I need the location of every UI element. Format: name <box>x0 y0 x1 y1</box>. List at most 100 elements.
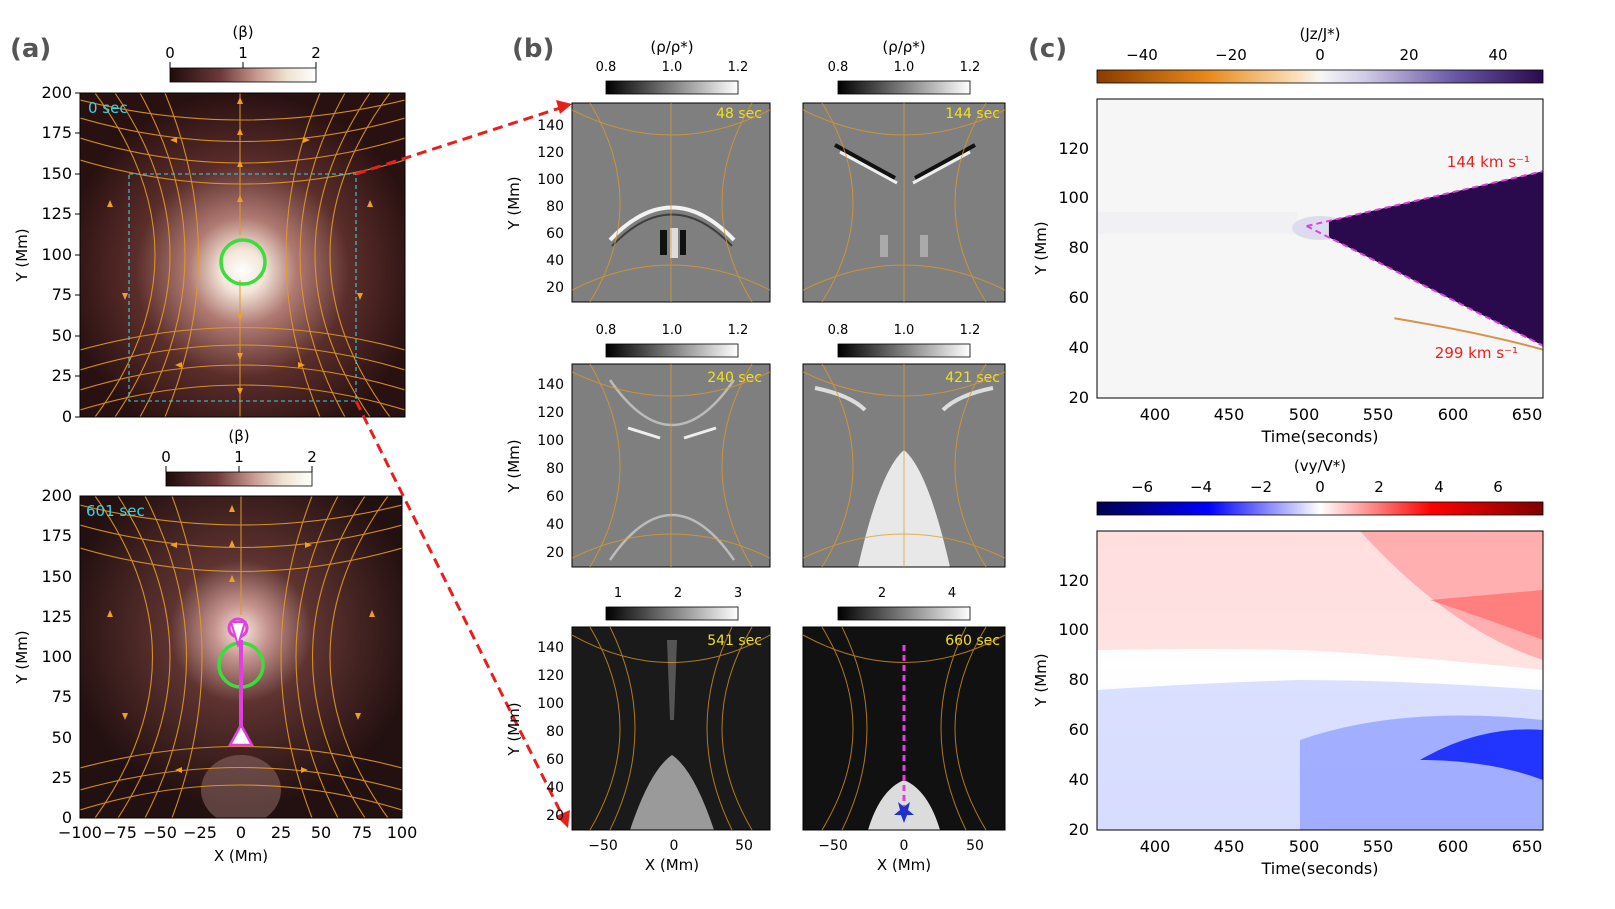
y-tick: 50 <box>52 326 72 345</box>
x-axis-label: X (Mm) <box>645 856 699 874</box>
x-tick: 50 <box>311 823 331 842</box>
beta-colorbar <box>169 67 317 83</box>
time-label: 144 sec <box>945 106 1000 122</box>
x-tick: 600 <box>1438 837 1469 856</box>
jz-colorbar-label: (Jz/J*) <box>1300 25 1341 43</box>
cbar-tick: 1.2 <box>728 323 749 338</box>
x-tick: 25 <box>271 823 291 842</box>
x-tick: 600 <box>1438 405 1469 424</box>
y-tick: 0 <box>62 808 72 827</box>
panel-a-top: (β) 0 1 2 0 sec <box>13 23 406 426</box>
field-lines <box>572 103 1005 830</box>
cbar-tick: 0.8 <box>828 60 849 75</box>
cbar-tick: 1.0 <box>662 323 683 338</box>
vy-colorbar-label: (vy/V*) <box>1294 457 1346 475</box>
x-tick: 75 <box>352 823 372 842</box>
cbar-tick: 0 <box>1315 46 1325 64</box>
y-tick: 100 <box>1058 188 1089 207</box>
x-tick: −50 <box>588 838 618 854</box>
cbar-tick: 1 <box>614 586 622 601</box>
speed-annotation-lower: 299 km s⁻¹ <box>1435 344 1518 362</box>
cbar-tick: 4 <box>1434 478 1444 496</box>
panel-label-a: (a) <box>10 34 51 64</box>
y-tick: 100 <box>1058 620 1089 639</box>
cbar-tick: −2 <box>1250 478 1272 496</box>
time-label: 0 sec <box>88 99 128 117</box>
panel-c-top: (Jz/J*) −40 −20 0 20 40 144 km s⁻¹ 299 k… <box>1032 25 1544 446</box>
panel-label-c: (c) <box>1028 34 1067 64</box>
x-axis-label: X (Mm) <box>214 847 268 865</box>
beta-cbar-tick: 2 <box>311 44 321 62</box>
x-axis-label: X (Mm) <box>877 856 931 874</box>
beta-cbar-tick: 0 <box>165 44 175 62</box>
y-tick: 40 <box>546 517 564 533</box>
perturbation-circle <box>219 238 267 286</box>
x-tick: −50 <box>818 838 848 854</box>
y-tick: 0 <box>62 407 72 426</box>
field-arrows <box>107 97 373 395</box>
zoom-arrows <box>354 100 572 828</box>
density-cbar-label: (ρ/ρ*) <box>882 38 925 56</box>
cbar-tick: 1.2 <box>728 60 749 75</box>
cbar-tick: 3 <box>734 586 742 601</box>
x-tick: −75 <box>103 823 137 842</box>
cbar-tick: 1.0 <box>894 60 915 75</box>
x-tick: 500 <box>1289 405 1320 424</box>
cbar-tick: 1.2 <box>960 323 981 338</box>
y-tick: 100 <box>41 245 72 264</box>
zoom-box <box>128 173 357 402</box>
cbar-tick: 2 <box>878 586 886 601</box>
y-tick: 40 <box>1069 338 1089 357</box>
x-tick: 650 <box>1512 837 1543 856</box>
y-axis-label: Y (Mm) <box>505 439 523 493</box>
x-tick: 50 <box>966 838 984 854</box>
cbar-tick: 4 <box>948 586 956 601</box>
y-tick: 150 <box>41 567 72 586</box>
beta-colorbar <box>165 471 313 487</box>
cbar-tick: 40 <box>1488 46 1507 64</box>
y-tick: 20 <box>546 280 564 296</box>
y-tick: 175 <box>41 526 72 545</box>
x-tick: 450 <box>1214 405 1245 424</box>
y-tick: 40 <box>1069 770 1089 789</box>
cbar-tick: 6 <box>1493 478 1503 496</box>
x-tick: 0 <box>670 838 679 854</box>
y-tick: 120 <box>1058 571 1089 590</box>
y-axis-label: Y (Mm) <box>505 176 523 230</box>
y-tick: 50 <box>52 728 72 747</box>
density-cbar-label: (ρ/ρ*) <box>650 38 693 56</box>
cbar-tick: 2 <box>674 586 682 601</box>
panel-label-b: (b) <box>512 34 554 64</box>
y-tick: 100 <box>41 647 72 666</box>
panel-b: Y (Mm) Y (Mm) Y (Mm) X (Mm) X (Mm) (ρ/ρ*… <box>505 38 1006 874</box>
snapshot-541sec: 1 2 3 541 sec <box>571 586 771 831</box>
vy-colorbar <box>1096 501 1544 516</box>
y-tick: 80 <box>1069 670 1089 689</box>
time-label: 240 sec <box>707 370 762 386</box>
x-tick: 400 <box>1140 405 1171 424</box>
y-tick: 80 <box>546 199 564 215</box>
cbar-tick: −6 <box>1131 478 1153 496</box>
y-axis-label: Y (Mm) <box>505 702 523 756</box>
y-tick: 75 <box>52 285 72 304</box>
y-tick: 140 <box>537 640 564 656</box>
beta-map-0sec <box>80 93 405 417</box>
field-lines <box>80 496 402 818</box>
x-tick: −25 <box>183 823 217 842</box>
y-tick: 150 <box>41 164 72 183</box>
x-tick: 650 <box>1512 405 1543 424</box>
cbar-tick: 0.8 <box>828 323 849 338</box>
cbar-tick: −20 <box>1215 46 1247 64</box>
y-tick: 60 <box>546 489 564 505</box>
x-tick: 0 <box>900 838 909 854</box>
y-tick: 20 <box>1069 820 1089 839</box>
x-axis-label: Time(seconds) <box>1260 427 1378 446</box>
y-axis-label: Y (Mm) <box>1032 221 1050 275</box>
y-tick: 100 <box>537 696 564 712</box>
x-tick: −100 <box>58 823 102 842</box>
y-tick: 120 <box>1058 139 1089 158</box>
x-tick: 550 <box>1363 837 1394 856</box>
y-tick: 125 <box>41 607 72 626</box>
cbar-tick: −4 <box>1190 478 1212 496</box>
